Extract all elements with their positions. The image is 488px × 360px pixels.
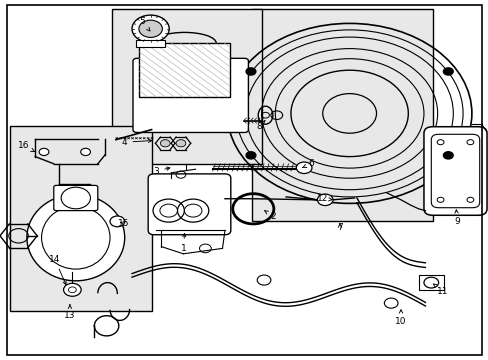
Circle shape [110,216,124,227]
Circle shape [257,275,270,285]
Circle shape [296,162,311,174]
Ellipse shape [27,194,124,281]
Circle shape [443,68,452,75]
Circle shape [132,15,169,42]
Text: 16: 16 [18,141,35,152]
Text: 11: 11 [433,284,447,296]
Bar [136,40,165,47]
Circle shape [245,68,255,75]
Bar [418,275,443,290]
Text: 12: 12 [316,194,331,203]
Bar [112,9,261,164]
FancyBboxPatch shape [148,174,230,235]
Text: 9: 9 [453,210,459,226]
Text: 6: 6 [302,159,313,168]
Text: 13: 13 [64,305,76,320]
Circle shape [443,152,452,159]
Circle shape [139,20,162,37]
Text: 15: 15 [118,219,129,228]
Circle shape [176,140,185,147]
Text: 7: 7 [336,223,342,232]
Text: 2: 2 [264,211,275,220]
Text: 3: 3 [153,166,169,176]
Circle shape [317,194,332,206]
FancyBboxPatch shape [133,58,248,132]
Text: 10: 10 [394,310,406,325]
Circle shape [245,152,255,159]
Circle shape [63,283,81,296]
Circle shape [436,197,443,202]
Circle shape [39,148,49,156]
Circle shape [81,148,90,156]
Text: 14: 14 [49,255,66,284]
FancyBboxPatch shape [54,185,98,211]
Circle shape [160,140,170,147]
Bar [10,126,151,311]
Bar [251,9,432,221]
Text: 5: 5 [139,17,150,31]
Text: 1: 1 [180,233,186,253]
Circle shape [436,140,443,145]
Circle shape [423,277,438,288]
Circle shape [384,298,397,308]
FancyBboxPatch shape [423,127,486,215]
Bar [139,43,229,97]
Text: 4: 4 [122,138,151,147]
Circle shape [466,140,473,145]
Text: 8: 8 [256,121,264,131]
Circle shape [466,197,473,202]
